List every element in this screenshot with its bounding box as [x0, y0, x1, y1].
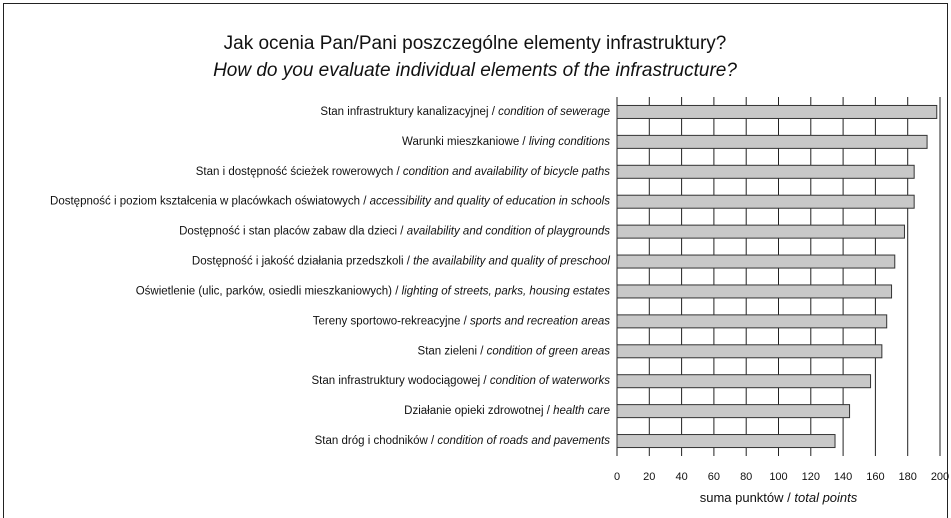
x-tick-label: 200 — [931, 471, 949, 483]
y-tick-label-en: condition and availability of bicycle pa… — [403, 166, 610, 178]
bar — [616, 314, 888, 329]
x-tick-label: 20 — [643, 471, 655, 483]
y-tick-label: Tereny sportowo-rekreacyjne / sports and… — [313, 315, 610, 327]
x-axis-label: suma punktów / total points — [700, 490, 858, 505]
chart-title: Jak ocenia Pan/Pani poszczególne element… — [224, 33, 727, 54]
y-tick-label-en: condition of roads and pavements — [437, 435, 610, 447]
y-tick-label: Stan zieleni / condition of green areas — [418, 345, 611, 357]
chart-subtitle: How do you evaluate individual elements … — [213, 60, 737, 81]
bar — [616, 344, 883, 359]
y-tick-label-main: Tereny sportowo-rekreacyjne / — [313, 315, 468, 327]
y-tick-label-en: condition of waterworks — [490, 375, 610, 387]
y-tick-label-main: Stan infrastruktury wodociągowej / — [311, 375, 487, 387]
x-tick-label: 160 — [866, 471, 884, 483]
bar — [616, 404, 851, 419]
bar — [616, 134, 928, 149]
y-tick-label: Działanie opieki zdrowotnej / health car… — [404, 405, 610, 417]
bar — [616, 104, 938, 119]
y-tick-label-main: Stan zieleni / — [418, 345, 485, 357]
y-tick-label: Stan infrastruktury wodociągowej / condi… — [311, 375, 610, 387]
y-tick-label-en: accessibility and quality of education i… — [370, 196, 611, 208]
y-tick-label: Stan i dostępność ścieżek rowerowych / c… — [196, 166, 610, 178]
x-tick-label: 0 — [614, 471, 620, 483]
y-tick-label-en: availability and condition of playground… — [407, 226, 611, 238]
y-tick-label-main: Stan infrastruktury kanalizacyjnej / — [320, 106, 495, 118]
y-tick-label: Warunki mieszkaniowe / living conditions — [402, 136, 610, 148]
y-tick-label-main: Dostępność i jakość działania przedszkol… — [192, 256, 411, 268]
y-tick-label-en: condition of sewerage — [498, 106, 610, 118]
y-tick-label-en: health care — [553, 405, 610, 417]
x-tick-label: 140 — [834, 471, 852, 483]
x-tick-label: 100 — [769, 471, 787, 483]
bar — [616, 284, 893, 299]
bar — [616, 434, 836, 449]
bar — [616, 194, 915, 209]
x-tick-label: 80 — [740, 471, 752, 483]
y-tick-label-main: Dostępność i poziom kształcenia w placów… — [50, 196, 367, 208]
y-tick-label-main: Stan dróg i chodników / — [315, 435, 435, 447]
x-tick-label: 180 — [899, 471, 917, 483]
y-tick-label: Stan dróg i chodników / condition of roa… — [315, 435, 611, 447]
y-tick-label-main: Warunki mieszkaniowe / — [402, 136, 526, 148]
bar — [616, 254, 896, 269]
bar — [616, 164, 915, 179]
bar — [616, 224, 905, 239]
y-tick-label-en: condition of green areas — [487, 345, 611, 357]
y-tick-label: Stan infrastruktury kanalizacyjnej / con… — [320, 106, 610, 118]
y-tick-label: Dostępność i stan placów zabaw dla dziec… — [179, 226, 610, 238]
y-tick-label: Oświetlenie (ulic, parków, osiedli miesz… — [136, 285, 611, 297]
bar — [616, 374, 872, 389]
y-tick-label-en: sports and recreation areas — [470, 315, 610, 327]
y-tick-label: Dostępność i jakość działania przedszkol… — [192, 256, 611, 268]
y-tick-label: Dostępność i poziom kształcenia w placów… — [50, 196, 610, 208]
y-tick-label-main: Działanie opieki zdrowotnej / — [404, 405, 551, 417]
x-axis-label-main: suma punktów / — [700, 490, 791, 505]
y-tick-label-main: Dostępność i stan placów zabaw dla dziec… — [179, 226, 404, 238]
x-tick-label: 120 — [802, 471, 820, 483]
y-tick-label-en: living conditions — [529, 136, 610, 148]
y-tick-label-en: lighting of streets, parks, housing esta… — [402, 285, 611, 297]
y-tick-label-main: Stan i dostępność ścieżek rowerowych / — [196, 166, 401, 178]
frame — [3, 3, 948, 518]
y-tick-label-main: Oświetlenie (ulic, parków, osiedli miesz… — [136, 285, 399, 297]
x-tick-label: 60 — [708, 471, 720, 483]
x-axis-label-en: total points — [794, 490, 857, 505]
x-tick-label: 40 — [675, 471, 687, 483]
y-tick-label-en: the availability and quality of preschoo… — [413, 256, 610, 268]
